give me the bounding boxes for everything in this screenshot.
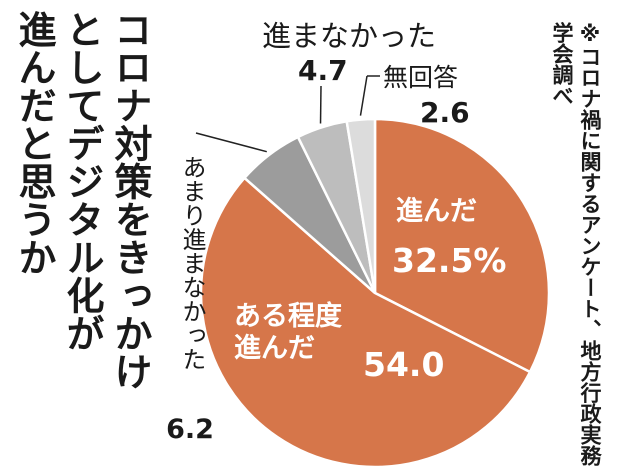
slice-value-1: 54.0: [363, 345, 444, 384]
slice-value-4: 2.6: [420, 96, 470, 129]
pie-slice-1: [199, 176, 532, 466]
source-note: ※コロナ禍に関するアンケート、地方行政実務学会調べ: [550, 22, 602, 466]
slice-label-4: 無回答: [383, 63, 458, 92]
slice-label-0: 進んだ: [396, 196, 477, 227]
slice-label-1b: 進んだ: [234, 333, 315, 364]
slice-label-3: 進まなかった: [262, 19, 436, 53]
pie-slice-0: [373, 117, 551, 374]
pie-slice-4: [345, 117, 377, 294]
slice-label-1a: ある程度: [234, 300, 342, 332]
chart-title: コロナ対策をきっかけ としてデジタル化が 進んだと思うか: [12, 10, 152, 390]
slice-value-3: 4.7: [298, 54, 348, 87]
slice-value-2: 6.2: [166, 414, 214, 445]
slice-value-0: 32.5%: [392, 241, 507, 280]
leader-line-2: [195, 132, 267, 153]
leader-line-4a: [359, 75, 368, 116]
slice-label-2: あまり進まなかった: [178, 155, 206, 371]
